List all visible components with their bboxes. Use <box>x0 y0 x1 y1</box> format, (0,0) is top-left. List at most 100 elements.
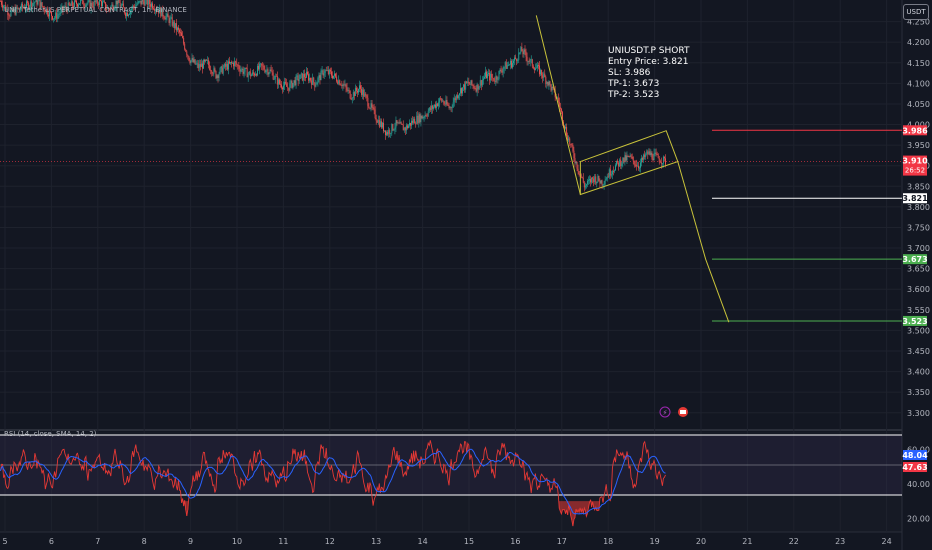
candle-body <box>556 97 558 99</box>
candle-body <box>265 70 267 73</box>
time-tick-label: 15 <box>464 537 474 546</box>
candle-body <box>641 158 642 163</box>
candle-body <box>117 0 119 5</box>
candle-body <box>5 5 7 11</box>
candle-body <box>410 122 411 126</box>
projection-line[interactable] <box>677 161 730 323</box>
rsi-sma-line[interactable] <box>0 448 666 515</box>
candle-body <box>515 57 517 59</box>
time-axis[interactable]: 5 6 7 8 9 10 11 12 13 14 15 16 17 18 19 20 21 22 23 24 <box>2 537 891 546</box>
candle-body <box>645 154 647 158</box>
candle-body <box>440 98 442 100</box>
candle-body <box>513 60 514 64</box>
candle-body <box>437 103 439 107</box>
candle-body <box>192 58 194 63</box>
candle-body <box>629 155 631 157</box>
candle-body <box>266 69 268 71</box>
candle-body <box>135 5 137 8</box>
candle-body <box>441 98 443 102</box>
candle-body <box>507 64 509 66</box>
candle-body <box>300 73 302 75</box>
flash-event-icon[interactable]: ⚡ <box>659 406 671 418</box>
candle-body <box>419 114 421 123</box>
candle-body <box>41 2 43 7</box>
candle-body <box>406 125 408 129</box>
candle-body <box>590 179 592 183</box>
candle-body <box>395 120 397 128</box>
candle-body <box>256 74 257 76</box>
price-axis[interactable]: 4.2504.2004.1504.1004.0504.0003.9503.900… <box>907 18 930 418</box>
candle-body <box>500 69 502 72</box>
candle-body <box>95 0 97 3</box>
candle-body <box>485 71 486 77</box>
candle-body <box>490 74 492 81</box>
candle-body <box>552 86 554 88</box>
candle-body <box>43 7 45 11</box>
candle-body <box>324 70 326 74</box>
candle-body <box>526 56 528 62</box>
candle-body <box>222 67 224 74</box>
candle-body <box>482 78 484 81</box>
candle-body <box>188 56 190 61</box>
candle-body <box>648 151 650 155</box>
candle-body <box>218 73 220 78</box>
impulse-trend-line[interactable] <box>535 15 581 195</box>
candle-body <box>323 73 325 76</box>
candle-body <box>134 6 136 8</box>
candle-body <box>578 171 580 175</box>
candle-body <box>634 164 636 166</box>
price-tick-label: 3.600 <box>907 285 930 294</box>
candle-body <box>443 101 445 104</box>
candle-body <box>385 130 387 136</box>
candle-body <box>651 152 653 159</box>
currency-button[interactable]: USDT <box>903 4 929 20</box>
candle-body <box>123 7 125 13</box>
trade-annotation[interactable]: UNIUSDT.P SHORT Entry Price: 3.821 SL: 3… <box>607 46 690 100</box>
candle-body <box>622 157 624 164</box>
flag-event-icon[interactable] <box>678 407 688 417</box>
candle-body <box>435 104 436 108</box>
candle-body <box>546 81 548 84</box>
candle-body <box>374 109 376 119</box>
candle-body <box>463 84 465 88</box>
candle-body <box>392 124 394 131</box>
candle-body <box>394 127 396 130</box>
candle-body <box>540 69 542 75</box>
candle-body <box>365 93 367 96</box>
candle-body <box>138 1 140 3</box>
candle-body <box>205 59 206 62</box>
candle-body <box>497 78 499 80</box>
candle-body <box>143 1 145 6</box>
candle-body <box>563 121 564 126</box>
time-tick-label: 24 <box>882 537 892 546</box>
candle-body <box>393 129 395 131</box>
candle-body <box>418 114 420 123</box>
candle-body <box>409 122 410 126</box>
candle-body <box>107 7 109 10</box>
candle-body <box>96 0 98 4</box>
candle-body <box>662 156 664 164</box>
candle-body <box>181 32 183 36</box>
candle-body <box>623 157 625 162</box>
candle-body <box>208 60 210 66</box>
candle-body <box>411 120 413 126</box>
candle-body <box>313 77 315 83</box>
candle-body <box>317 77 319 83</box>
candle-body <box>2 4 4 8</box>
candle-body <box>180 32 181 34</box>
candle-body <box>498 70 500 79</box>
price-tick-label: 3.800 <box>907 203 930 212</box>
price-tick-label: 3.500 <box>907 326 930 335</box>
candle-body <box>77 3 78 7</box>
candle-body <box>660 162 662 164</box>
candle-body <box>400 122 402 124</box>
candle-body <box>329 69 331 72</box>
candle-body <box>525 51 527 57</box>
time-tick-label: 12 <box>325 537 335 546</box>
candle-body <box>82 0 84 5</box>
candle-body <box>108 7 110 10</box>
candle-body <box>292 82 294 88</box>
price-tick-label: 4.100 <box>907 79 930 88</box>
candle-body <box>182 35 184 38</box>
